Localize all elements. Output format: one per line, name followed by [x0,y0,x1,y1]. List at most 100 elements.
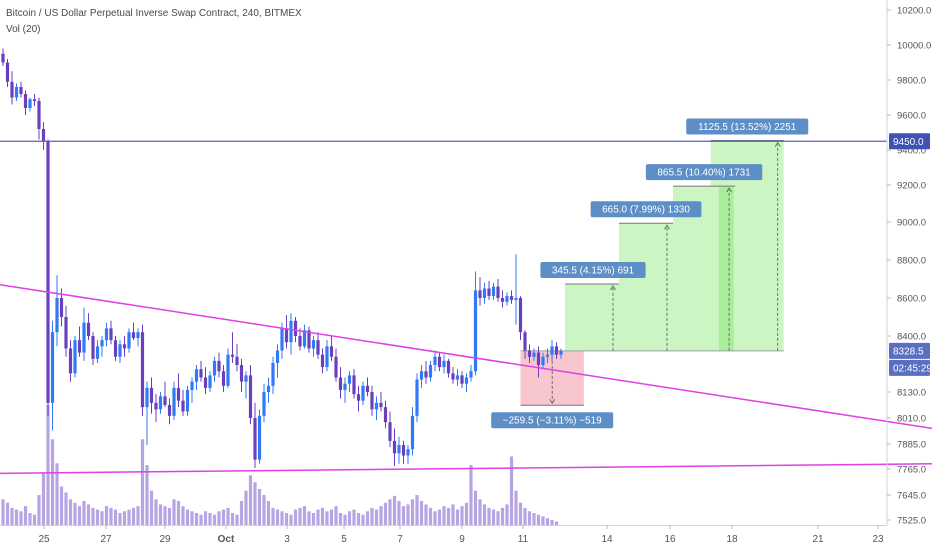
candle-body [37,101,41,129]
candle-body [208,375,212,388]
current-price-tag-text: 8328.5 [893,346,924,357]
candle [559,348,563,359]
price-tick-label: 10000.0 [897,41,931,52]
time-tick-label: 23 [872,534,884,545]
candle-body [469,371,473,378]
volume-bar [181,506,185,525]
candle-body [46,141,50,403]
volume-bar [424,504,428,525]
candle [149,377,154,414]
candle-body [1,53,5,63]
candle-body [59,298,64,317]
candle-body [428,365,433,378]
candle-body [365,385,370,392]
candle [64,305,68,357]
candle-body [388,422,392,441]
target-label-text: 865.5 (10.40%) 1731 [657,168,751,179]
profit-zone-highlight [718,186,734,351]
candle-body [73,340,77,374]
candle [235,344,239,372]
candle [154,394,158,423]
candle-body [64,317,68,349]
volume-bar [253,482,257,525]
volume-bar [10,507,14,525]
candle [226,348,230,388]
volume-bar [163,506,167,525]
volume-bar [428,507,433,525]
candle-body [127,332,131,349]
candle [271,356,275,395]
candle [217,352,221,378]
target-label: 1125.5 (13.52%) 2251 [686,118,809,135]
candle-body [325,346,329,368]
time-tick-label: 9 [459,534,465,545]
volume-bar [118,513,122,525]
target-label-bg [645,164,763,181]
candle-body [433,356,437,366]
candle-body [284,328,289,343]
candle-body [302,330,307,347]
time-tick-label: 16 [664,534,676,545]
candle [199,360,203,382]
time-tick-label: 21 [812,534,824,545]
time-tick-label: 25 [38,534,50,545]
candle-body [82,322,86,353]
volume-bar [275,509,280,525]
candle [455,369,460,386]
candle-body [257,415,262,460]
resistance-price-tag-text: 9450.0 [893,137,924,148]
candle-body [361,385,365,401]
candle-body [113,340,118,357]
candle-body [41,129,46,142]
candle [307,326,311,353]
target-labels: 345.5 (4.15%) 691 665.0 (7.99%) 1330 865.5… [491,118,809,429]
candle [194,365,199,390]
candle-body [68,348,73,374]
volume-bar [397,501,401,525]
volume-bar [415,495,419,525]
candle-body [131,332,136,339]
volume-bar [361,514,365,525]
candle [212,356,217,382]
candle-body [527,350,532,357]
volume-bar [127,509,131,525]
candle [505,292,509,306]
volume-bar [190,511,194,525]
volume-bar [41,473,46,525]
candle-body [532,352,536,357]
candle [397,436,401,464]
volume-bar [550,519,554,525]
candle [392,428,397,466]
volume-bar [329,509,334,525]
candle [365,377,370,397]
candle-body [109,328,113,341]
volume-bar [320,507,325,525]
candle-body [338,377,343,390]
candle-body [352,375,356,395]
candle-body [275,350,280,363]
stop-label-bg [491,412,614,429]
candle-body [455,375,460,380]
candle-body [374,402,379,410]
candle-body [185,389,190,412]
volume-bar [140,439,145,525]
candle [460,371,464,388]
volume-bar [64,492,68,525]
volume-bar [478,499,482,525]
candle [500,290,505,308]
target-label: 665.0 (7.99%) 1330 [590,201,702,218]
volume-bar [257,489,262,525]
candle-body [397,445,401,454]
target-label: 865.5 (10.40%) 1731 [645,164,763,181]
volume-bar [167,507,172,525]
candle [446,358,451,378]
target-arrowhead [774,141,781,147]
candle-body [316,340,320,355]
candle-body [55,298,59,333]
volume-bar [545,518,550,525]
target-label-text: 665.0 (7.99%) 1330 [602,205,690,216]
volume-bar [104,506,109,525]
